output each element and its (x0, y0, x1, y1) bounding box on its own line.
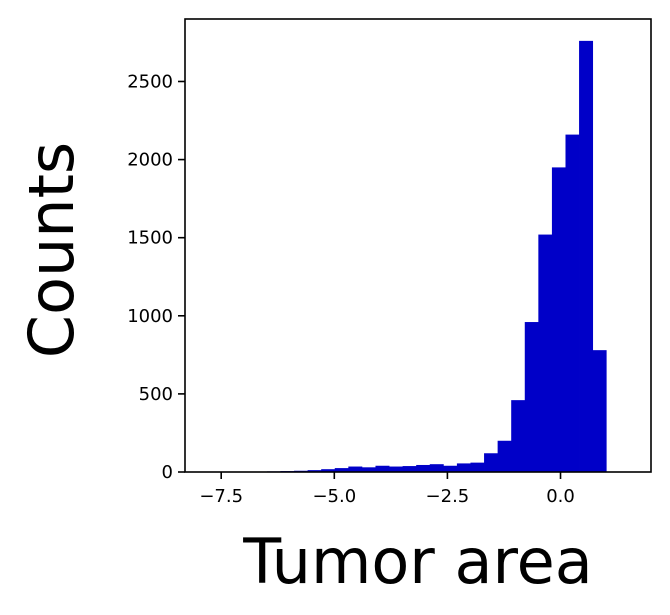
histogram-bar (334, 468, 349, 472)
histogram-bar (470, 462, 485, 472)
x-axis-ticks: −7.5 −5.0 −2.5 0.0 (199, 472, 575, 507)
histogram-bar (524, 322, 539, 472)
histogram-bar (416, 464, 431, 472)
histogram-bars (199, 40, 607, 473)
histogram-bar (511, 400, 526, 472)
histogram-bar (484, 453, 499, 472)
histogram-bar (375, 465, 390, 472)
histogram-bar (389, 466, 404, 472)
histogram-bar (592, 350, 607, 472)
histogram-bar (307, 470, 322, 472)
histogram-bar (361, 467, 376, 472)
histogram-bar (579, 40, 594, 473)
y-tick-label: 2000 (127, 150, 173, 171)
y-tick-label: 0 (162, 462, 173, 483)
y-tick-label: 1500 (127, 228, 173, 249)
y-tick-label: 1000 (127, 306, 173, 327)
plot-frame (184, 18, 652, 473)
histogram-bar (348, 466, 363, 472)
y-tick-label: 500 (139, 384, 173, 405)
x-axis-title: Tumor area (242, 525, 593, 598)
x-tick-label: 0.0 (546, 486, 575, 507)
histogram-bar (551, 167, 566, 472)
y-axis-title: Counts (15, 142, 88, 358)
histogram-bar (402, 466, 417, 472)
histogram-bar (321, 469, 336, 472)
x-tick-label: −7.5 (199, 486, 243, 507)
histogram-bar (456, 463, 471, 472)
histogram-bar (497, 440, 512, 472)
x-tick-label: −2.5 (426, 486, 470, 507)
histogram-bar (443, 465, 458, 472)
histogram-bar (538, 234, 553, 472)
y-axis-ticks: 0 500 1000 1500 2000 2500 (127, 71, 185, 483)
histogram-bar (565, 134, 580, 472)
y-tick-label: 2500 (127, 71, 173, 92)
x-tick-label: −5.0 (312, 486, 356, 507)
histogram-bar (429, 464, 444, 472)
